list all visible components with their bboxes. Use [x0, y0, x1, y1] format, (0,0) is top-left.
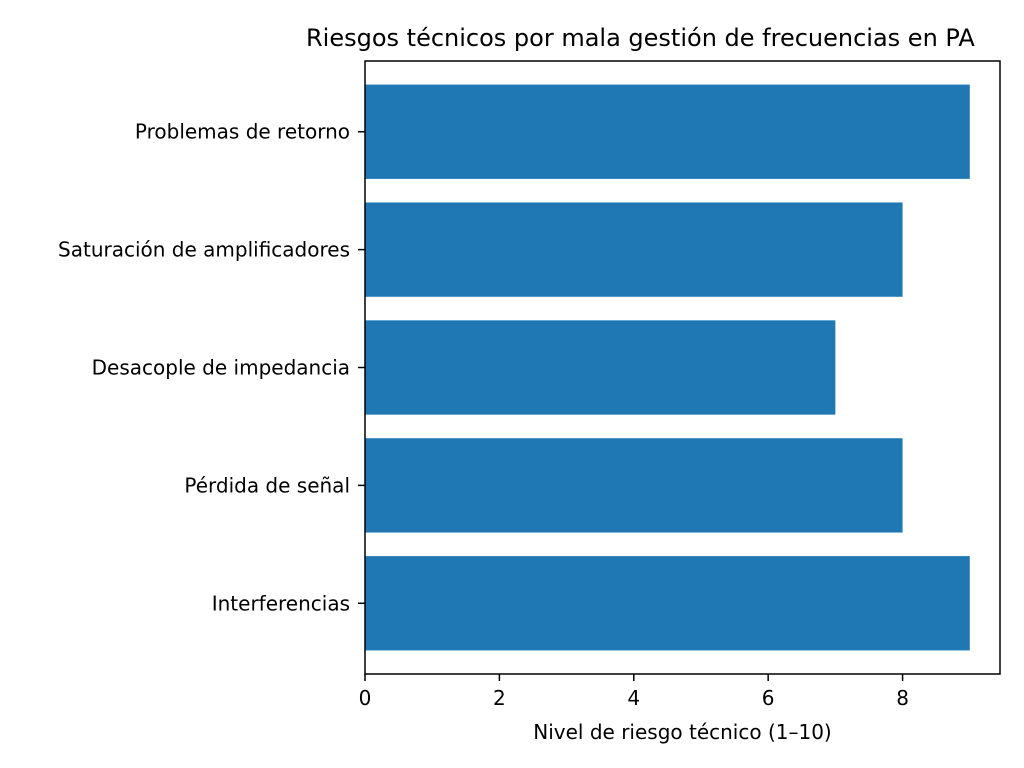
plot-frame [364, 60, 1001, 675]
y-tick-label: Problemas de retorno [135, 120, 350, 144]
bar [365, 438, 903, 533]
bar [365, 556, 970, 651]
x-tick-label: 6 [762, 686, 775, 710]
y-tick-label: Interferencias [212, 591, 350, 615]
x-axis-label: Nivel de riesgo técnico (1–10) [533, 720, 831, 744]
bar [365, 320, 836, 415]
x-tick-label: 4 [627, 686, 640, 710]
x-tick-label: 2 [493, 686, 506, 710]
bar [365, 202, 903, 297]
x-tick-label: 0 [359, 686, 372, 710]
y-tick-label: Desacople de impedancia [92, 356, 350, 380]
y-tick-label: Saturación de amplificadores [58, 238, 350, 262]
x-tick-label: 8 [896, 686, 909, 710]
bar [365, 84, 970, 179]
chart-title: Riesgos técnicos por mala gestión de fre… [306, 24, 975, 52]
y-tick-label: Pérdida de señal [184, 473, 350, 497]
